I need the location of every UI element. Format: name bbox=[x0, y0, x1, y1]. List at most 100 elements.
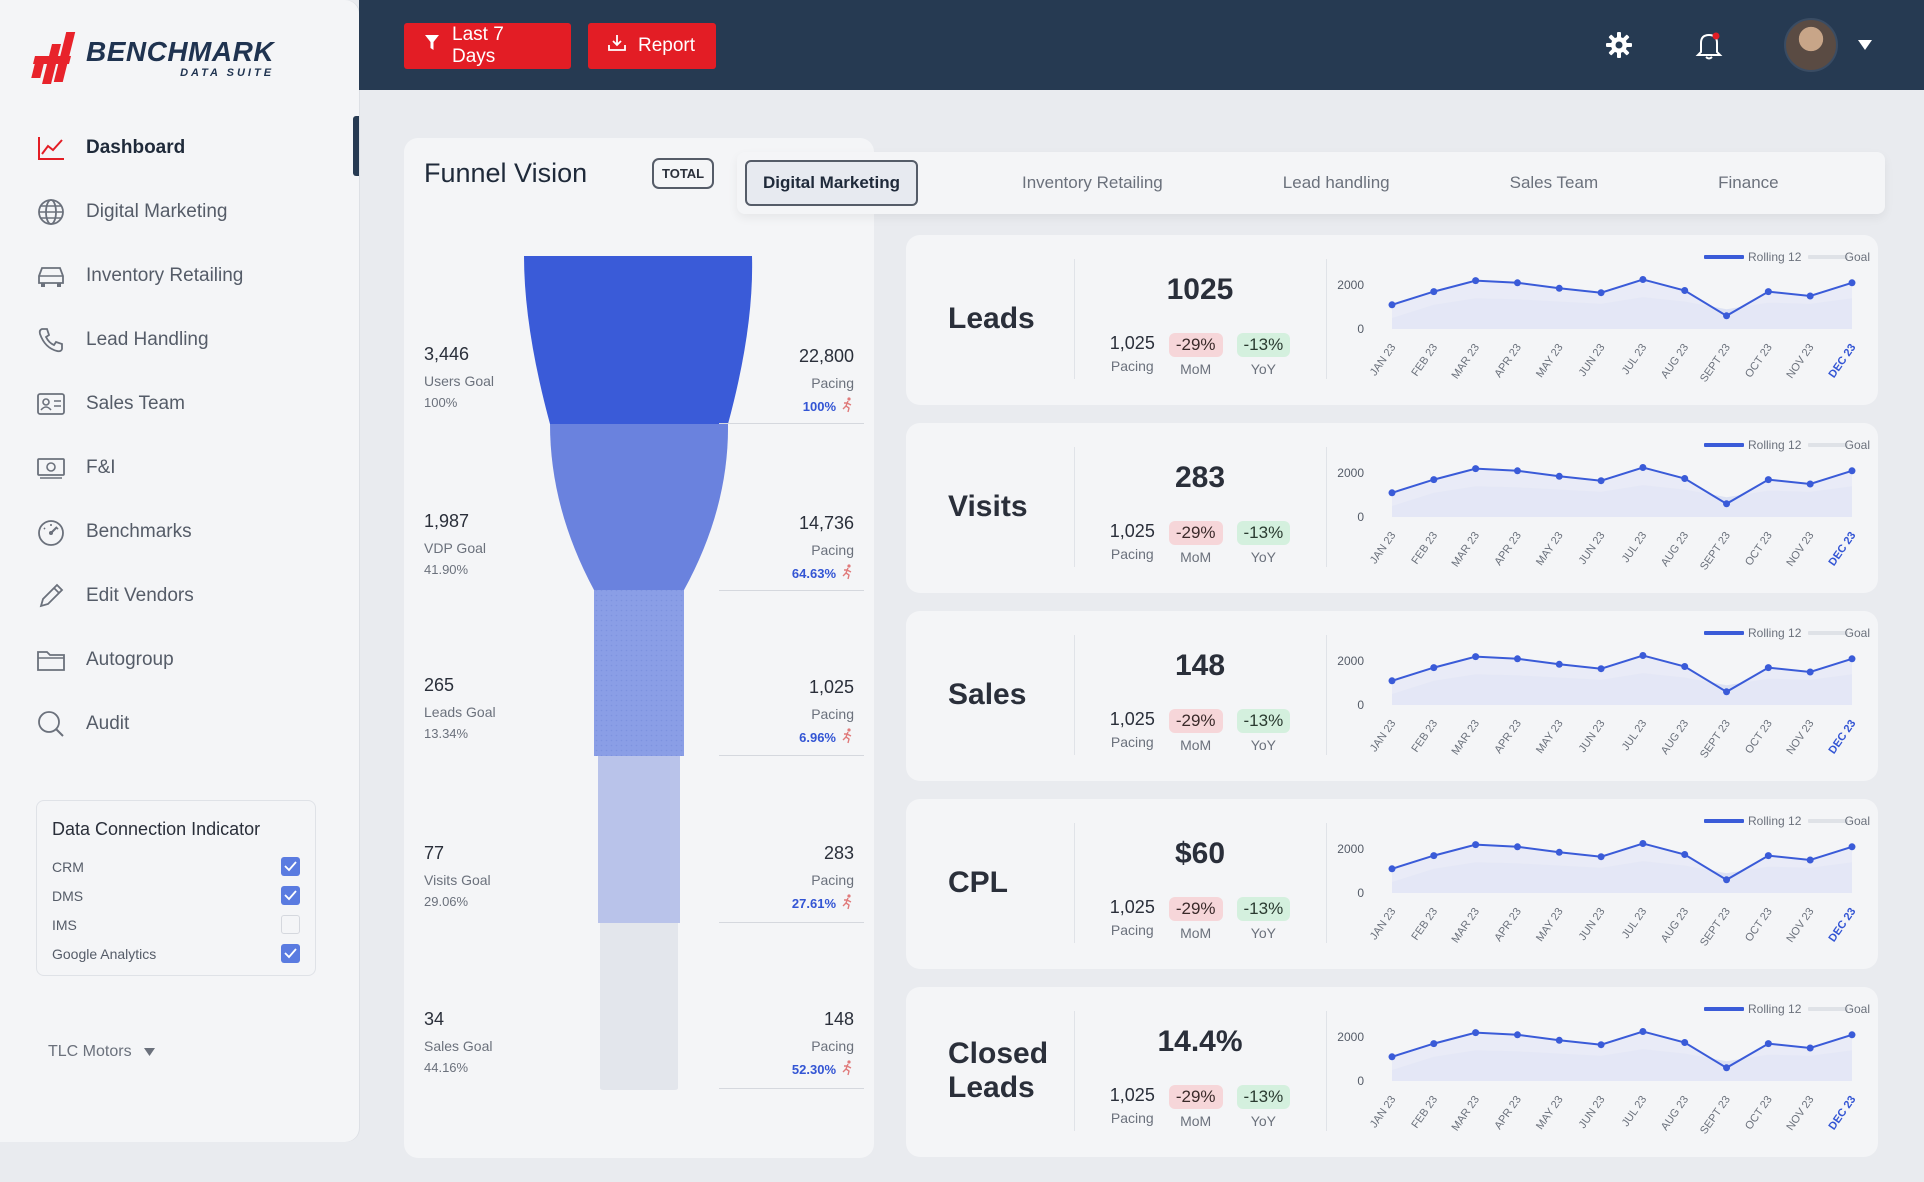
x-tick-label: DEC 23 bbox=[1827, 530, 1859, 568]
tab-digital-marketing[interactable]: Digital Marketing bbox=[745, 160, 918, 206]
card-divider bbox=[1074, 635, 1075, 755]
data-point bbox=[1764, 1040, 1772, 1048]
funnel-pacing-vdp: 14,736 Pacing 64.63% bbox=[792, 513, 854, 583]
x-tick-label: SEPT 23 bbox=[1698, 342, 1733, 385]
data-point bbox=[1723, 312, 1731, 320]
x-tick-label: NOV 23 bbox=[1784, 530, 1816, 569]
total-badge[interactable]: TOTAL bbox=[652, 158, 715, 189]
x-tick-label: JUL 23 bbox=[1620, 1094, 1650, 1129]
trend-chart: Rolling 12 Goal 2000 0 JAN 23 FEB 23 MAR 23 APR… bbox=[1337, 1002, 1870, 1137]
brand-logo[interactable]: BENCHMARK DATA SUITE bbox=[31, 30, 274, 86]
sidebar: BENCHMARK DATA SUITE Dashboard Digital M… bbox=[0, 0, 359, 1142]
account-menu-caret-icon[interactable] bbox=[1848, 28, 1882, 62]
x-tick-label: JAN 23 bbox=[1368, 906, 1399, 942]
metric-card-cpl: CPL $60 1,025 Pacing -29% MoM -13% YoY Roll… bbox=[906, 799, 1878, 969]
tab-finance[interactable]: Finance bbox=[1718, 173, 1779, 192]
sidebar-item-sales-team[interactable]: Sales Team bbox=[0, 372, 359, 436]
data-point bbox=[1555, 472, 1563, 480]
mom-badge: -29% bbox=[1168, 1085, 1223, 1109]
stat-pacing: 1,025 Pacing bbox=[1110, 333, 1155, 377]
user-avatar[interactable] bbox=[1784, 18, 1838, 72]
stat-label: MoM bbox=[1180, 361, 1212, 377]
checkbox-unchecked-icon[interactable] bbox=[281, 915, 300, 934]
tab-lead-handling[interactable]: Lead handling bbox=[1282, 173, 1390, 192]
report-button[interactable]: Report bbox=[588, 23, 716, 69]
stat-mom: -29% MoM bbox=[1168, 709, 1223, 753]
tab-sales-team[interactable]: Sales Team bbox=[1509, 173, 1599, 192]
pacing-pct-row: 52.30% bbox=[792, 1060, 854, 1079]
sidebar-item-benchmarks[interactable]: Benchmarks bbox=[0, 500, 359, 564]
data-point bbox=[1806, 292, 1814, 300]
pacing-pct-row: 100% bbox=[799, 397, 854, 416]
sidebar-item-label: Digital Marketing bbox=[86, 201, 228, 222]
x-tick-label: SEPT 23 bbox=[1698, 718, 1733, 761]
rolling-area bbox=[1392, 279, 1852, 329]
funnel-pacing-users: 22,800 Pacing 100% bbox=[799, 346, 854, 416]
notification-bell-icon[interactable] bbox=[1692, 28, 1726, 62]
sidebar-item-audit[interactable]: Audit bbox=[0, 692, 359, 756]
y-tick-label: 0 bbox=[1357, 1074, 1364, 1088]
sidebar-item-digital-marketing[interactable]: Digital Marketing bbox=[0, 180, 359, 244]
sidebar-item-lead-handling[interactable]: Lead Handling bbox=[0, 308, 359, 372]
tab-inventory-retailing[interactable]: Inventory Retailing bbox=[1021, 173, 1163, 192]
sidebar-item-fi[interactable]: F&I bbox=[0, 436, 359, 500]
date-filter-button[interactable]: Last 7 Days bbox=[404, 23, 571, 69]
x-tick-label: APR 23 bbox=[1492, 530, 1524, 568]
x-tick-label: OCT 23 bbox=[1743, 1094, 1775, 1132]
legend-swatch-goal bbox=[1808, 255, 1848, 259]
sidebar-item-dashboard[interactable]: Dashboard bbox=[0, 116, 359, 180]
data-point bbox=[1806, 856, 1814, 864]
x-tick-label: AUG 23 bbox=[1659, 342, 1691, 381]
stat-mom: -29% MoM bbox=[1168, 897, 1223, 941]
data-point bbox=[1388, 865, 1396, 873]
sidebar-item-autogroup[interactable]: Autogroup bbox=[0, 628, 359, 692]
y-tick-label: 0 bbox=[1357, 886, 1364, 900]
metric-name: Leads bbox=[948, 302, 1035, 335]
goal-value: 1,987 bbox=[424, 511, 470, 531]
tenant-name: TLC Motors bbox=[48, 1043, 132, 1060]
funnel-pacing-visits: 283 Pacing 27.61% bbox=[792, 843, 854, 913]
legend-label-rolling: Rolling 12 bbox=[1748, 1002, 1802, 1016]
data-point bbox=[1597, 477, 1605, 485]
stat-mom: -29% MoM bbox=[1168, 1085, 1223, 1129]
tenant-selector[interactable]: TLC Motors bbox=[48, 1043, 155, 1061]
funnel-pacing-leads: 1,025 Pacing 6.96% bbox=[799, 677, 854, 747]
data-point bbox=[1472, 1029, 1480, 1037]
checkbox-checked-icon[interactable] bbox=[281, 944, 300, 963]
x-tick-label: MAY 23 bbox=[1534, 1094, 1566, 1132]
data-point bbox=[1430, 1040, 1438, 1048]
checkbox-checked-icon[interactable] bbox=[281, 886, 300, 905]
sidebar-item-inventory-retailing[interactable]: Inventory Retailing bbox=[0, 244, 359, 308]
y-tick-label: 2000 bbox=[1337, 278, 1364, 292]
runner-icon bbox=[842, 728, 854, 747]
x-tick-label: MAR 23 bbox=[1449, 718, 1482, 757]
data-point bbox=[1513, 843, 1521, 851]
card-divider bbox=[1326, 635, 1327, 755]
data-point bbox=[1806, 1044, 1814, 1052]
x-tick-label: AUG 23 bbox=[1659, 530, 1691, 569]
x-tick-label: JUN 23 bbox=[1577, 530, 1608, 567]
rolling-line bbox=[1391, 654, 1853, 693]
settings-gear-icon[interactable] bbox=[1602, 28, 1636, 62]
connection-row-google-analytics: Google Analytics bbox=[52, 939, 300, 968]
card-divider bbox=[1326, 447, 1327, 567]
data-point bbox=[1639, 276, 1647, 283]
data-point bbox=[1430, 288, 1438, 296]
data-point bbox=[1513, 655, 1521, 663]
x-tick-label: JUN 23 bbox=[1577, 906, 1608, 943]
stat-pacing: 1,025 Pacing bbox=[1110, 709, 1155, 753]
stage-divider bbox=[719, 1088, 864, 1089]
rolling-area bbox=[1392, 1031, 1852, 1081]
data-point bbox=[1723, 688, 1731, 696]
card-divider bbox=[1326, 1011, 1327, 1131]
data-point bbox=[1513, 467, 1521, 475]
stat-value: 1,025 bbox=[1109, 333, 1155, 353]
checkbox-checked-icon[interactable] bbox=[281, 857, 300, 876]
sidebar-item-edit-vendors[interactable]: Edit Vendors bbox=[0, 564, 359, 628]
x-tick-label: OCT 23 bbox=[1743, 718, 1775, 756]
funnel-title: Funnel Vision bbox=[424, 158, 588, 188]
data-point bbox=[1806, 668, 1814, 676]
data-point bbox=[1848, 279, 1856, 287]
pacing-pct: 100% bbox=[802, 399, 836, 414]
stage-divider bbox=[719, 922, 864, 923]
